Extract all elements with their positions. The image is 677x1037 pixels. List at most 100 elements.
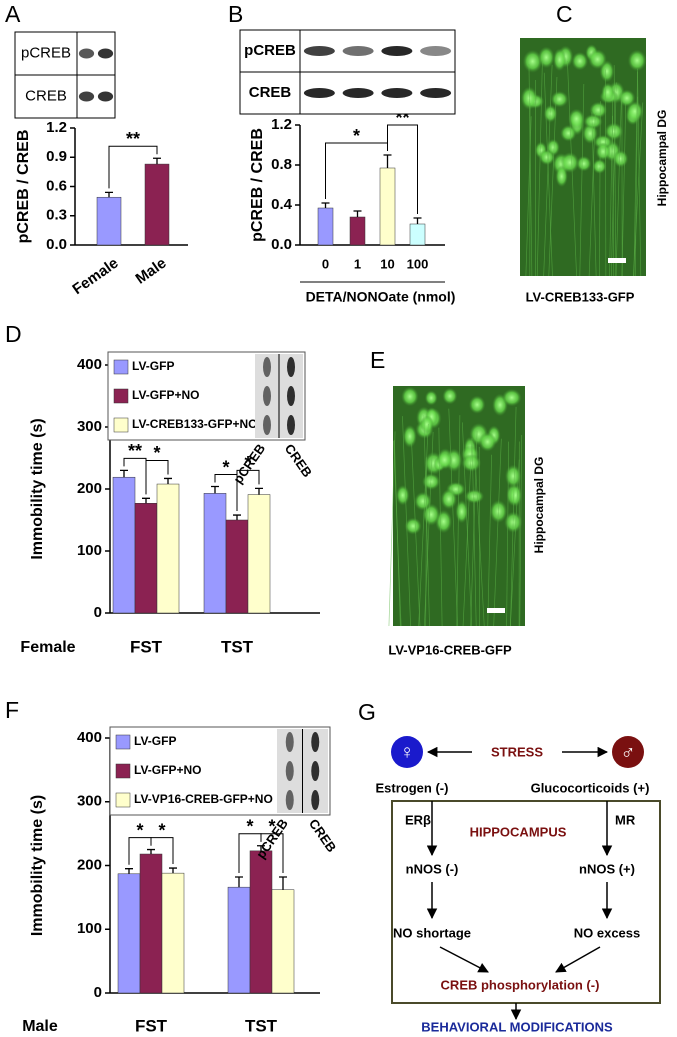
significance-label: * [158, 820, 165, 840]
cell [396, 484, 410, 506]
legend-label: LV-GFP [132, 359, 174, 373]
cell [583, 114, 603, 129]
arrow [439, 946, 489, 973]
legend-swatch [115, 792, 131, 808]
cell [568, 108, 585, 130]
cell [626, 100, 644, 122]
female-node [391, 736, 423, 768]
y-axis-label: Immobility time (s) [29, 795, 46, 936]
blot-label: pCREB [244, 42, 296, 59]
blot-band [287, 415, 295, 435]
dendrite [621, 102, 627, 277]
legend-label: LV-VP16-CREB-GFP+NO [134, 792, 273, 806]
dendrite [612, 115, 615, 277]
cell [522, 49, 543, 73]
x-tick-label: TST [221, 637, 254, 656]
dendrite [633, 71, 638, 277]
blot-label: CREB [282, 441, 315, 480]
dendrite [591, 112, 597, 277]
significance-label: * [244, 453, 251, 473]
dendrite [471, 441, 477, 627]
blot-band [381, 46, 413, 56]
bar [249, 850, 273, 994]
group-label: Female [20, 639, 75, 656]
blot-band [97, 48, 114, 59]
panel-letter: C [556, 1, 573, 27]
x-tick-label: FST [135, 1016, 168, 1035]
bar [349, 216, 366, 246]
dendrite [402, 416, 411, 627]
cell [543, 104, 558, 123]
scale-bar [608, 258, 626, 263]
significance-bracket [260, 833, 284, 873]
x-tick-label: Male [132, 255, 169, 288]
cell [592, 158, 607, 174]
blot-label: pCREB [230, 441, 268, 486]
cell [576, 155, 592, 172]
diagram: G ♀ ♂ STRESS Estrogen (-) Glucocorticoid… [358, 699, 661, 1034]
significance-label: * [353, 126, 360, 146]
node: NO excess [574, 925, 641, 940]
blot-label: CREB [306, 816, 339, 855]
blot-band [285, 761, 294, 781]
caption: LV-VP16-CREB-GFP [388, 642, 512, 657]
blot-band [263, 386, 271, 406]
cell [550, 90, 569, 108]
panel-letter: A [5, 1, 21, 27]
dendrite [610, 82, 617, 277]
side-label: Hippocampal DG [655, 110, 669, 207]
error-bar [413, 217, 422, 224]
y-axis-label: pCREB / CREB [249, 128, 266, 242]
node: Glucocorticoids (+) [531, 780, 650, 795]
dendrite [411, 442, 421, 627]
cell [538, 149, 556, 166]
error-bar [353, 210, 362, 217]
panel-letter: D [5, 321, 22, 347]
blot-band [342, 46, 374, 56]
significance-label: ** [128, 441, 142, 461]
bar [117, 873, 141, 994]
cell [595, 142, 611, 161]
blot-band [303, 46, 335, 56]
x-tick-label: FST [130, 637, 163, 656]
cell [404, 517, 422, 535]
outcome: BEHAVIORAL MODIFICATIONS [421, 1019, 613, 1034]
dendrite [633, 102, 644, 277]
dendrite [519, 435, 523, 627]
cell [627, 49, 647, 72]
cell [464, 489, 485, 504]
dendrite [388, 431, 396, 627]
chart-f: F 0 100 200 300 400 Immobility time (s) FST TST M… [5, 697, 339, 1035]
arrow [555, 946, 601, 973]
blot-band [78, 48, 95, 59]
blot-band [342, 88, 374, 98]
bar [203, 493, 227, 614]
error-bar [147, 848, 155, 855]
significance-bracket [108, 145, 158, 189]
bar [161, 872, 185, 994]
y-tick-label: 400 [77, 356, 102, 373]
y-tick-label: 1.2 [46, 119, 67, 136]
cell [478, 432, 497, 452]
x-tick-label: 10 [380, 256, 394, 271]
blot-band [263, 357, 271, 377]
blot-band [420, 88, 452, 98]
significance-bracket [387, 124, 418, 214]
legend-swatch [113, 388, 129, 404]
receptor: ERβ [405, 812, 431, 827]
cell [601, 82, 615, 102]
dendrite [461, 422, 473, 627]
legend-label: LV-CREB133-GFP+NO [132, 417, 257, 431]
male-node [612, 736, 644, 768]
error-bar [105, 191, 113, 198]
dendrite [493, 438, 502, 627]
bar [144, 163, 170, 246]
bar [112, 476, 136, 614]
x-axis-label: DETA/NONOate (nmol) [306, 289, 456, 305]
cell [553, 48, 567, 72]
cell [504, 464, 522, 488]
dendrite [438, 427, 443, 627]
cell [440, 488, 458, 510]
legend-swatch [113, 359, 129, 375]
